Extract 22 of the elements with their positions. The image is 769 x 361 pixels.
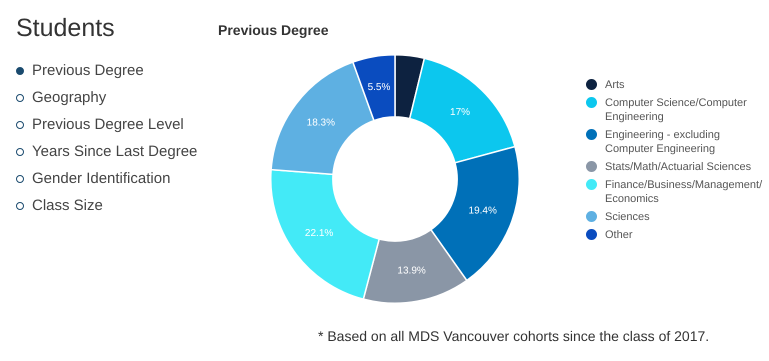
text: Previous Degree: [32, 62, 144, 79]
text: Years Since Last Degree: [32, 143, 198, 160]
data-label: 5.5%: [368, 82, 390, 93]
text: Students: [16, 14, 116, 43]
data-label: 17%: [450, 107, 470, 118]
legend-label: Arts: [605, 78, 625, 92]
data-label: 13.9%: [397, 265, 426, 276]
legend-label: Finance/Business/Management/ Economics: [605, 178, 762, 206]
text: Class Size: [32, 197, 103, 214]
data-label: 22.1%: [304, 228, 334, 239]
text: Gender Identification: [32, 170, 170, 187]
text: * Based on all MDS Vancouver cohorts since the class of 2017.: [318, 328, 710, 344]
legend-label: Other: [605, 228, 633, 242]
legend-label: Computer Science/Computer Engineering: [605, 96, 748, 124]
legend-label: Sciences: [605, 210, 650, 224]
legend-label: Engineering - excluding Computer Engineering: [605, 128, 721, 156]
chart-title: Previous Degree: [218, 22, 330, 38]
text: Previous Degree Level: [32, 116, 184, 133]
legend-label: Stats/Math/Actuarial Sciences: [605, 160, 752, 174]
data-label: 18.3%: [306, 117, 336, 128]
text: Geography: [32, 89, 106, 106]
data-label: 19.4%: [468, 205, 497, 216]
